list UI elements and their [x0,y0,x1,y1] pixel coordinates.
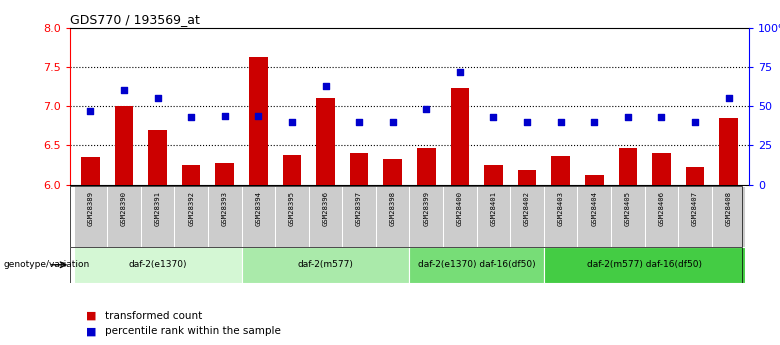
Point [555,119,567,125]
Point [622,114,634,120]
Bar [712,186,746,247]
Bar [282,155,301,185]
Point [488,114,500,120]
Text: GSM28404: GSM28404 [591,191,597,226]
Bar [686,167,704,185]
Point [655,114,668,120]
Point [722,96,735,101]
Bar [510,186,544,247]
Text: GSM28396: GSM28396 [322,191,328,226]
Point [151,96,164,101]
Text: GSM28399: GSM28399 [424,191,429,226]
Point [285,119,298,125]
Text: ■: ■ [86,326,96,336]
Text: GSM28408: GSM28408 [725,191,732,226]
Text: GSM28400: GSM28400 [457,191,463,226]
Bar [384,159,402,185]
Bar [544,186,577,247]
Bar [148,130,167,185]
Text: GSM28407: GSM28407 [692,191,698,226]
Text: GSM28391: GSM28391 [154,191,161,226]
Point [118,88,130,93]
Bar [81,157,100,185]
Bar [410,247,544,283]
Bar [611,186,644,247]
Point [252,113,264,118]
Point [386,119,399,125]
Bar [107,186,140,247]
Text: GSM28395: GSM28395 [289,191,295,226]
Text: GSM28390: GSM28390 [121,191,127,226]
Bar [619,148,637,185]
Text: GSM28397: GSM28397 [356,191,362,226]
Point [185,114,197,120]
Bar [309,186,342,247]
Bar [577,186,611,247]
Bar [350,153,368,185]
Point [84,108,97,114]
Bar [376,186,410,247]
Point [319,83,332,88]
Text: GSM28398: GSM28398 [390,191,395,226]
Bar [249,57,268,185]
Text: GSM28406: GSM28406 [658,191,665,226]
Bar [443,186,477,247]
Bar [140,186,175,247]
Text: daf-2(e1370) daf-16(df50): daf-2(e1370) daf-16(df50) [418,260,536,269]
Text: GSM28393: GSM28393 [222,191,228,226]
Text: percentile rank within the sample: percentile rank within the sample [105,326,281,336]
Text: GSM28389: GSM28389 [87,191,94,226]
Point [588,119,601,125]
Bar [342,186,376,247]
Bar [652,153,671,185]
Text: GSM28405: GSM28405 [625,191,631,226]
Text: ■: ■ [86,311,96,321]
Bar [242,186,275,247]
Bar [484,165,503,185]
Bar [115,106,133,185]
Point [353,119,365,125]
Bar [644,186,679,247]
Text: GSM28403: GSM28403 [558,191,564,226]
Point [218,113,231,118]
Bar [182,165,200,185]
Bar [518,170,537,185]
Bar [551,156,570,185]
Text: GSM28401: GSM28401 [491,191,497,226]
Point [454,69,466,74]
Text: genotype/variation: genotype/variation [4,260,90,269]
Text: GDS770 / 193569_at: GDS770 / 193569_at [70,13,200,27]
Bar [544,247,746,283]
Text: daf-2(e1370): daf-2(e1370) [128,260,186,269]
Point [689,119,701,125]
Bar [477,186,510,247]
Bar [208,186,242,247]
Bar [719,118,738,185]
Bar [73,186,107,247]
Bar [585,175,604,185]
Point [521,119,534,125]
Text: GSM28394: GSM28394 [255,191,261,226]
Text: GSM28392: GSM28392 [188,191,194,226]
Text: GSM28402: GSM28402 [524,191,530,226]
Bar [451,88,469,185]
Text: daf-2(m577) daf-16(df50): daf-2(m577) daf-16(df50) [587,260,702,269]
Bar [275,186,309,247]
Bar [316,98,335,185]
Bar [175,186,208,247]
Text: daf-2(m577): daf-2(m577) [298,260,353,269]
Bar [679,186,712,247]
Bar [215,162,234,185]
Bar [410,186,443,247]
Bar [417,148,435,185]
Bar [73,247,242,283]
Point [420,107,433,112]
Text: transformed count: transformed count [105,311,203,321]
Bar [242,247,410,283]
